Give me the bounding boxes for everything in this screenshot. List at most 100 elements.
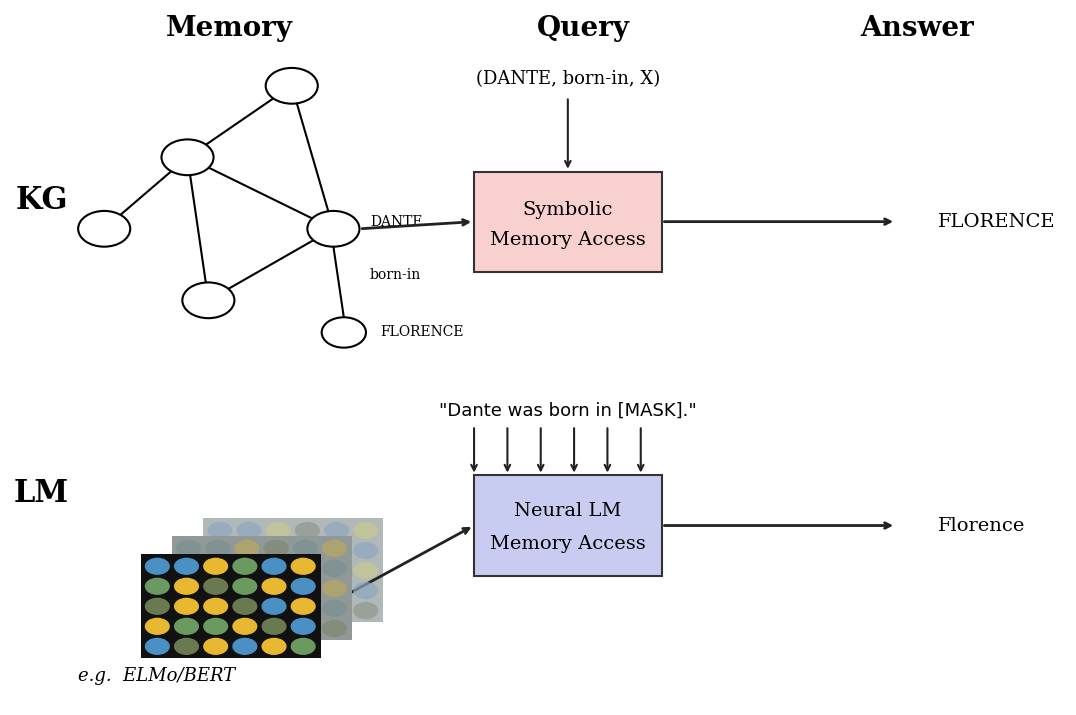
Circle shape — [308, 211, 359, 247]
Circle shape — [324, 562, 349, 579]
Circle shape — [235, 620, 259, 637]
Circle shape — [208, 542, 232, 559]
Circle shape — [293, 620, 317, 637]
FancyBboxPatch shape — [475, 172, 662, 272]
Circle shape — [322, 560, 346, 577]
Text: LM: LM — [14, 478, 69, 509]
Text: born-in: born-in — [370, 268, 421, 282]
Circle shape — [206, 600, 230, 617]
Bar — [141, 554, 321, 658]
Circle shape — [203, 618, 228, 635]
Text: "Dante was born in [MASK].": "Dante was born in [MASK]." — [439, 402, 696, 420]
Circle shape — [145, 558, 170, 575]
Text: Memory Access: Memory Access — [490, 535, 646, 553]
Circle shape — [266, 602, 291, 619]
Circle shape — [206, 620, 230, 637]
Circle shape — [353, 522, 379, 539]
Circle shape — [291, 578, 315, 595]
Circle shape — [176, 620, 201, 637]
Circle shape — [353, 542, 379, 559]
Circle shape — [353, 562, 379, 579]
Circle shape — [235, 560, 259, 577]
Circle shape — [237, 582, 261, 599]
Circle shape — [232, 558, 257, 575]
Circle shape — [176, 580, 201, 597]
Circle shape — [145, 638, 170, 655]
Circle shape — [261, 558, 286, 575]
Circle shape — [291, 598, 315, 615]
Circle shape — [293, 600, 317, 617]
FancyBboxPatch shape — [475, 475, 662, 576]
Circle shape — [235, 600, 259, 617]
Circle shape — [208, 582, 232, 599]
Circle shape — [174, 618, 199, 635]
Text: FLORENCE: FLORENCE — [380, 325, 464, 340]
Circle shape — [322, 317, 366, 347]
Circle shape — [295, 522, 320, 539]
Circle shape — [237, 562, 261, 579]
Circle shape — [266, 68, 317, 104]
Circle shape — [237, 522, 261, 539]
Circle shape — [291, 558, 315, 575]
Circle shape — [203, 578, 228, 595]
Circle shape — [232, 638, 257, 655]
Circle shape — [324, 582, 349, 599]
Circle shape — [174, 578, 199, 595]
Circle shape — [266, 542, 291, 559]
Circle shape — [79, 211, 130, 247]
Circle shape — [145, 618, 170, 635]
Circle shape — [182, 282, 235, 318]
Circle shape — [266, 582, 291, 599]
Circle shape — [261, 598, 286, 615]
Circle shape — [322, 540, 346, 557]
Circle shape — [264, 620, 288, 637]
Circle shape — [264, 600, 288, 617]
Circle shape — [174, 638, 199, 655]
Circle shape — [293, 580, 317, 597]
Text: KG: KG — [15, 184, 68, 216]
Circle shape — [293, 540, 317, 557]
Circle shape — [232, 598, 257, 615]
Text: Memory Access: Memory Access — [490, 231, 646, 249]
Circle shape — [208, 602, 232, 619]
Circle shape — [324, 522, 349, 539]
Circle shape — [264, 560, 288, 577]
Circle shape — [261, 638, 286, 655]
Circle shape — [264, 580, 288, 597]
Circle shape — [176, 540, 201, 557]
Bar — [172, 536, 352, 640]
Circle shape — [206, 580, 230, 597]
Circle shape — [322, 580, 346, 597]
Text: Florence: Florence — [937, 516, 1025, 535]
Text: Query: Query — [537, 15, 629, 42]
Circle shape — [295, 602, 320, 619]
Circle shape — [324, 602, 349, 619]
Circle shape — [266, 562, 291, 579]
Circle shape — [208, 522, 232, 539]
Text: Neural LM: Neural LM — [514, 501, 622, 520]
Circle shape — [324, 542, 349, 559]
Circle shape — [176, 600, 201, 617]
Circle shape — [322, 620, 346, 637]
Circle shape — [174, 558, 199, 575]
Circle shape — [266, 522, 291, 539]
Circle shape — [261, 618, 286, 635]
Circle shape — [237, 542, 261, 559]
Circle shape — [353, 602, 379, 619]
Circle shape — [145, 598, 170, 615]
Circle shape — [203, 638, 228, 655]
Circle shape — [295, 582, 320, 599]
Circle shape — [322, 600, 346, 617]
Circle shape — [291, 618, 315, 635]
Circle shape — [295, 542, 320, 559]
Circle shape — [232, 578, 257, 595]
Text: Answer: Answer — [860, 15, 974, 42]
Circle shape — [145, 578, 170, 595]
Circle shape — [353, 582, 379, 599]
Circle shape — [203, 558, 228, 575]
Circle shape — [293, 560, 317, 577]
Circle shape — [206, 540, 230, 557]
Circle shape — [237, 602, 261, 619]
Circle shape — [161, 139, 214, 175]
Circle shape — [176, 560, 201, 577]
